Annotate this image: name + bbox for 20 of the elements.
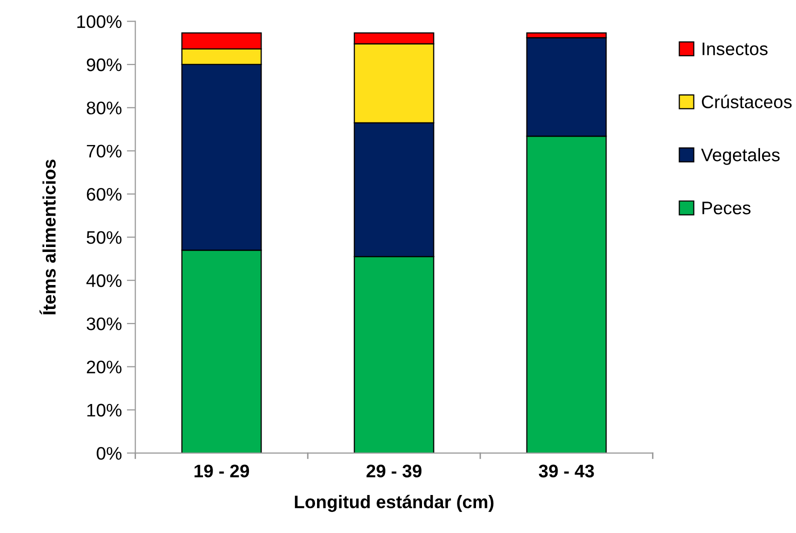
y-tick-label: 30% (86, 317, 122, 330)
y-tick-label: 70% (86, 144, 122, 158)
legend-label: Peces (702, 202, 751, 214)
legend-label: Insectos (702, 42, 768, 56)
y-tick-label: 20% (86, 360, 122, 374)
y-tick-label: 40% (86, 274, 122, 288)
y-tick-label: 10% (87, 404, 122, 417)
legend-label: Vegetales (701, 148, 780, 165)
y-tick-label: 100% (77, 15, 122, 28)
y-tick-label: 90% (86, 58, 122, 72)
y-tick-label: 80% (86, 102, 122, 114)
y-tick-label: 0% (96, 446, 122, 460)
x-tick-label: 29 - 39 (366, 464, 422, 478)
y-tick-label: 60% (86, 188, 122, 201)
x-axis-title: Longitud estándar (cm) (294, 494, 494, 512)
y-tick-label: 50% (86, 231, 122, 244)
y-axis-title: Ítems alimenticios (40, 160, 56, 315)
x-tick-label: 19 - 29 (194, 464, 249, 478)
legend-label: Crústaceos (702, 94, 792, 108)
x-tick-label: 39 - 43 (538, 464, 594, 478)
